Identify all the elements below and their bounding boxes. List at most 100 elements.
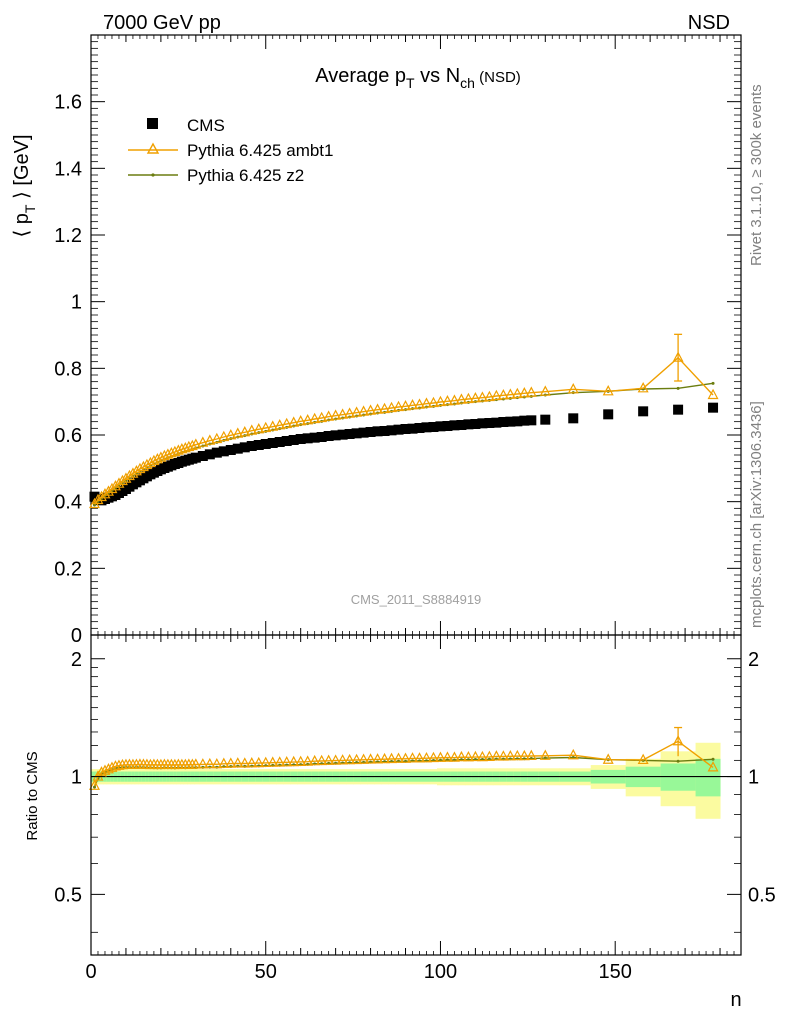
ratio-uncertainty-bands (91, 742, 741, 819)
ambt1-ratio-point (504, 750, 516, 761)
ambt1-data-point (567, 383, 579, 394)
cms-data-point (295, 434, 306, 444)
ambt1-data-point (448, 394, 460, 405)
ambt1-ratio-point (483, 750, 495, 762)
ambt1-ratio-point (379, 752, 391, 764)
cms-data-point (225, 445, 236, 455)
cms-data-point (232, 443, 243, 454)
ratio-band-inner (695, 758, 721, 797)
ambt1-ratio-point (413, 752, 425, 763)
x-tick-labels: 0 50 100 150 (85, 961, 631, 983)
ambt1-ratio-point (330, 754, 342, 765)
cms-data-point (638, 406, 649, 417)
ambt1-ratio-point (95, 766, 107, 777)
legend-label-z2: Pythia 6.425 z2 (187, 166, 304, 185)
cms-data-point (211, 447, 222, 458)
ambt1-data-point (253, 423, 265, 434)
analysis-watermark: CMS_2011_S8884919 (351, 592, 482, 607)
ambt1-data-point (602, 385, 614, 396)
ambt1-data-point (109, 480, 121, 491)
ambt1-data-point (518, 387, 530, 398)
ambt1-ratio-point (469, 750, 481, 762)
ratio-series-layer (88, 726, 719, 790)
ambt1-data-point (116, 474, 128, 486)
x-axis-label: n (730, 989, 741, 1011)
legend-label-cms: CMS (187, 116, 225, 135)
cms-data-point (477, 418, 488, 429)
ambt1-data-point (267, 420, 279, 431)
ambt1-data-point (330, 409, 342, 420)
z2-data-point (711, 381, 715, 385)
cms-data-point (505, 416, 516, 427)
ambt1-data-point (148, 454, 160, 466)
x-tick-label: 150 (599, 961, 632, 983)
legend-marker-cms (147, 118, 158, 129)
y-tick-label: 1.2 (54, 225, 82, 247)
side-text-mcplots: mcplots.cern.ch [arXiv:1306.3436] (748, 401, 765, 628)
ambt1-ratio-point (539, 749, 551, 760)
legend-entry-ambt1: Pythia 6.425 ambt1 (128, 141, 333, 160)
ambt1-ratio-point (455, 750, 467, 762)
ambt1-data-point (204, 434, 216, 445)
legend-marker-ambt1 (146, 142, 160, 154)
ambt1-ratio-point (302, 755, 314, 766)
ambt1-ratio-point (267, 756, 279, 767)
ambt1-data-point (413, 398, 425, 409)
cms-data-point (421, 422, 432, 433)
ambt1-ratio-point (358, 753, 370, 764)
cms-data-point (456, 420, 467, 430)
chart-title: Average pT vs Nch (NSD) (315, 65, 521, 91)
ambt1-data-point (316, 411, 328, 423)
cms-data-point (197, 451, 208, 461)
z2-data-point (92, 503, 96, 507)
ambt1-ratio-point (295, 755, 307, 766)
ambt1-ratio-point (637, 753, 649, 765)
ambt1-ratio-point (232, 757, 244, 768)
z2-ratio-point (92, 785, 96, 789)
ambt1-ratio-point (288, 755, 300, 767)
ambt1-ratio-point (337, 754, 349, 765)
cms-data-point (498, 417, 509, 427)
y-tick-label: 1 (71, 292, 82, 314)
ambt1-ratio-point (239, 757, 251, 768)
ambt1-data-point (99, 488, 111, 499)
ambt1-ratio-point (106, 761, 118, 772)
ambt1-data-point (358, 405, 370, 416)
ambt1-data-point (186, 439, 198, 451)
ambt1-ratio-point (441, 751, 453, 762)
ambt1-data-point (511, 387, 523, 399)
ambt1-data-point (106, 482, 118, 494)
y-tick-label: 0.6 (54, 425, 82, 447)
cms-data-point (407, 423, 418, 434)
cms-data-point (708, 402, 719, 413)
cms-data-point (323, 431, 334, 441)
ambt1-ratio-point (427, 751, 439, 763)
ambt1-data-point (120, 472, 132, 483)
ambt1-data-point (386, 401, 398, 413)
ratio-tick-label-right: 2 (748, 649, 759, 671)
z2-ratio-point (676, 759, 680, 763)
ambt1-ratio-point (190, 758, 202, 769)
y-tick-label: 1.6 (54, 92, 82, 114)
ambt1-data-point (400, 400, 412, 411)
ambt1-data-point (525, 386, 537, 397)
ambt1-ratio-point (102, 763, 114, 774)
ambt1-data-point (183, 440, 195, 452)
ambt1-ratio-point (109, 760, 121, 771)
main-axis-ticks (90, 34, 742, 636)
ambt1-data-point (92, 493, 104, 505)
cms-data-point (463, 419, 474, 430)
ambt1-data-point (365, 404, 377, 415)
cms-data-point (435, 421, 446, 432)
legend: CMS Pythia 6.425 ambt1 Pythia 6.425 z2 (128, 116, 333, 185)
ambt1-data-point (172, 444, 184, 455)
ambt1-data-point (218, 430, 230, 442)
ambt1-ratio-point (372, 753, 384, 764)
ambt1-data-point (476, 391, 488, 402)
cms-data-point (470, 419, 481, 429)
cms-data-point (386, 425, 397, 436)
ambt1-data-point (309, 412, 321, 424)
cms-data-point (260, 439, 271, 449)
ambt1-data-point (190, 438, 202, 449)
